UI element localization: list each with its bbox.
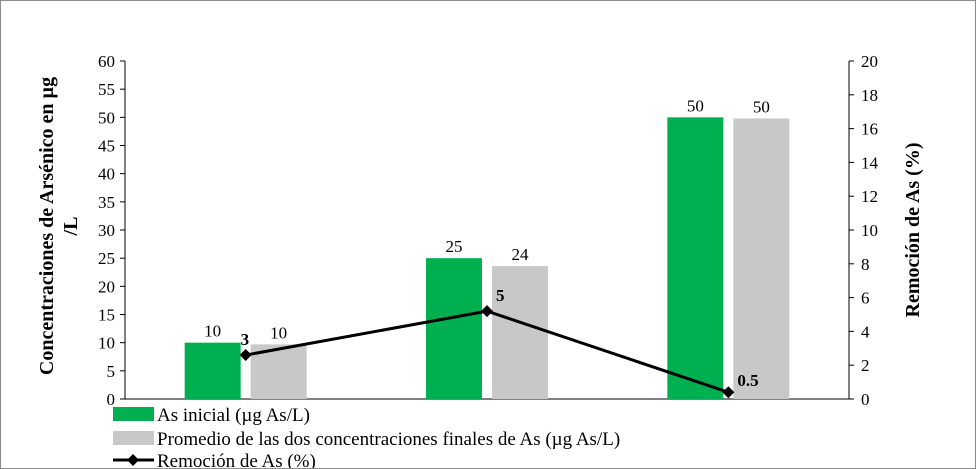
legend-swatch xyxy=(113,407,154,421)
legend-label: Promedio de las dos concentraciones fina… xyxy=(157,429,620,450)
right-tick-label: 18 xyxy=(861,86,878,105)
left-tick-label: 60 xyxy=(98,52,115,71)
right-tick-label: 6 xyxy=(861,289,870,308)
y2-axis-title: Remoción de As (%) xyxy=(902,143,924,318)
left-tick-label: 50 xyxy=(98,108,115,127)
right-tick-label: 0 xyxy=(861,390,870,409)
right-tick-label: 8 xyxy=(861,255,870,274)
bar-as-inicial xyxy=(667,117,724,399)
right-tick-label: 16 xyxy=(861,120,878,139)
legend-label: As inicial (µg As/L) xyxy=(157,405,310,426)
line-marker-diamond xyxy=(481,305,493,318)
left-tick-label: 5 xyxy=(107,362,116,381)
right-tick-label: 20 xyxy=(861,52,878,71)
bar-data-label: 24 xyxy=(512,245,530,264)
right-tick-label: 14 xyxy=(861,153,879,172)
bar-data-label: 50 xyxy=(687,96,704,115)
left-tick-label: 45 xyxy=(98,137,115,156)
right-tick-label: 2 xyxy=(861,356,870,375)
bar-as-inicial xyxy=(184,342,241,399)
bar-promedio-final xyxy=(733,118,790,400)
line-remocion xyxy=(245,309,729,394)
line-marker-diamond xyxy=(239,349,252,362)
right-tick-label: 10 xyxy=(861,221,878,240)
left-tick-label: 0 xyxy=(107,390,116,409)
bar-data-label: 10 xyxy=(270,323,287,342)
y-axis-title: Concentraciones de Arsénico en µg/L xyxy=(36,77,82,375)
right-tick-label: 4 xyxy=(861,322,870,341)
left-tick-label: 15 xyxy=(98,306,115,325)
bar-data-label: 10 xyxy=(204,322,221,341)
left-tick-label: 40 xyxy=(98,165,115,184)
line-data-label: 3 xyxy=(241,330,250,349)
y-axis-title-line: Concentraciones de Arsénico en µg xyxy=(36,77,58,375)
bar-data-label: 50 xyxy=(753,97,770,116)
line-marker-diamond xyxy=(722,386,735,399)
bar-as-inicial xyxy=(426,258,482,399)
line-data-label: 0.5 xyxy=(737,371,758,390)
left-tick-label: 35 xyxy=(98,193,115,212)
y-axis-title-line: /L xyxy=(60,217,82,237)
left-tick-label: 55 xyxy=(98,80,115,99)
left-tick-label: 10 xyxy=(98,334,115,353)
left-tick-label: 30 xyxy=(98,221,115,240)
bar-promedio-final xyxy=(492,266,548,399)
left-tick-label: 25 xyxy=(98,249,115,268)
legend-label: Remoción de As (%) xyxy=(157,451,316,469)
line-data-label: 5 xyxy=(496,286,505,305)
legend-diamond-icon xyxy=(127,454,139,466)
bar-data-label: 25 xyxy=(446,237,463,256)
right-tick-label: 12 xyxy=(861,187,878,206)
left-tick-label: 20 xyxy=(98,277,115,296)
legend-swatch xyxy=(113,431,154,445)
